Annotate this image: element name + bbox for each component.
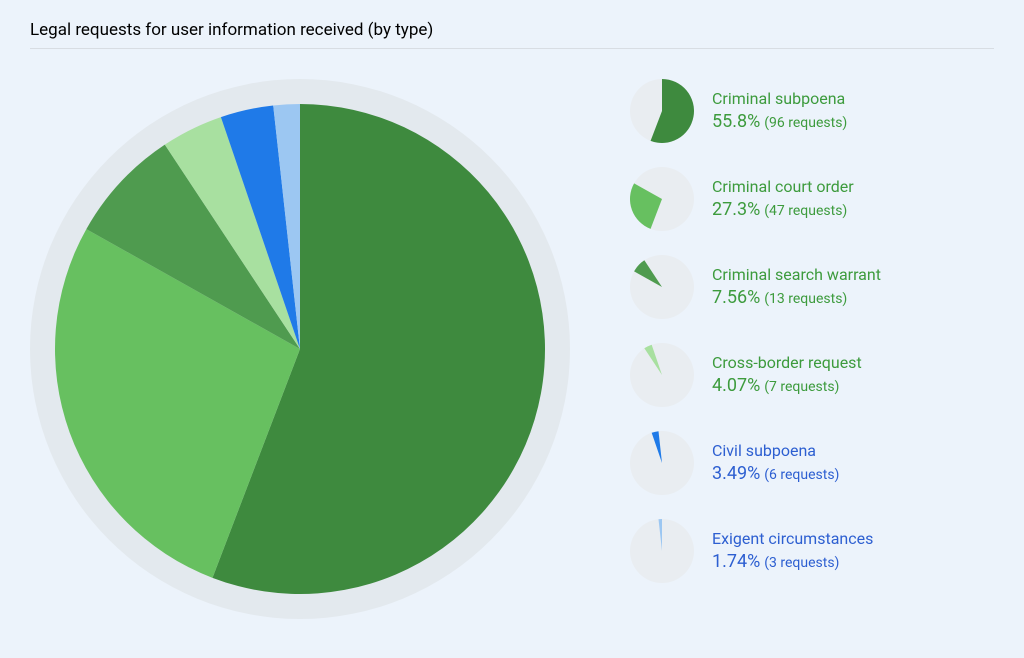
- legend: Criminal subpoena55.8% (96 requests)Crim…: [630, 69, 994, 583]
- legend-label: Exigent circumstances: [712, 529, 873, 550]
- legend-item: Criminal subpoena55.8% (96 requests): [630, 79, 994, 143]
- legend-text: Criminal subpoena55.8% (96 requests): [712, 89, 847, 133]
- legend-item: Cross-border request4.07% (7 requests): [630, 343, 994, 407]
- legend-label: Civil subpoena: [712, 441, 839, 462]
- legend-percent: 7.56%: [712, 287, 760, 308]
- legend-requests: (13 requests): [764, 291, 847, 307]
- legend-text: Exigent circumstances1.74% (3 requests): [712, 529, 873, 573]
- legend-requests: (7 requests): [764, 379, 839, 395]
- chart-title: Legal requests for user information rece…: [30, 20, 994, 49]
- pie-chart: [55, 104, 545, 594]
- legend-item: Criminal search warrant7.56% (13 request…: [630, 255, 994, 319]
- legend-text: Criminal court order27.3% (47 requests): [712, 177, 854, 221]
- legend-label: Criminal search warrant: [712, 265, 881, 286]
- legend-mini-pie: [630, 167, 694, 231]
- legend-percent: 4.07%: [712, 375, 760, 396]
- legend-mini-pie: [630, 519, 694, 583]
- legend-percent: 55.8%: [712, 111, 760, 132]
- legend-mini-pie: [630, 255, 694, 319]
- legend-percent: 27.3%: [712, 199, 760, 220]
- legend-requests: (3 requests): [764, 555, 839, 571]
- legend-label: Cross-border request: [712, 353, 862, 374]
- legend-text: Criminal search warrant7.56% (13 request…: [712, 265, 881, 309]
- legend-text: Cross-border request4.07% (7 requests): [712, 353, 862, 397]
- legend-mini-pie: [630, 79, 694, 143]
- legend-item: Exigent circumstances1.74% (3 requests): [630, 519, 994, 583]
- legend-text: Civil subpoena3.49% (6 requests): [712, 441, 839, 485]
- legend-requests: (6 requests): [764, 467, 839, 483]
- legend-requests: (47 requests): [764, 203, 847, 219]
- pie-halo: [30, 79, 570, 619]
- legend-requests: (96 requests): [764, 115, 847, 131]
- legend-percent: 3.49%: [712, 463, 760, 484]
- legend-label: Criminal court order: [712, 177, 854, 198]
- legend-label: Criminal subpoena: [712, 89, 847, 110]
- legend-mini-pie: [630, 431, 694, 495]
- legend-item: Civil subpoena3.49% (6 requests): [630, 431, 994, 495]
- legend-item: Criminal court order27.3% (47 requests): [630, 167, 994, 231]
- pie-chart-area: [30, 69, 570, 619]
- legend-percent: 1.74%: [712, 551, 760, 572]
- legend-mini-pie: [630, 343, 694, 407]
